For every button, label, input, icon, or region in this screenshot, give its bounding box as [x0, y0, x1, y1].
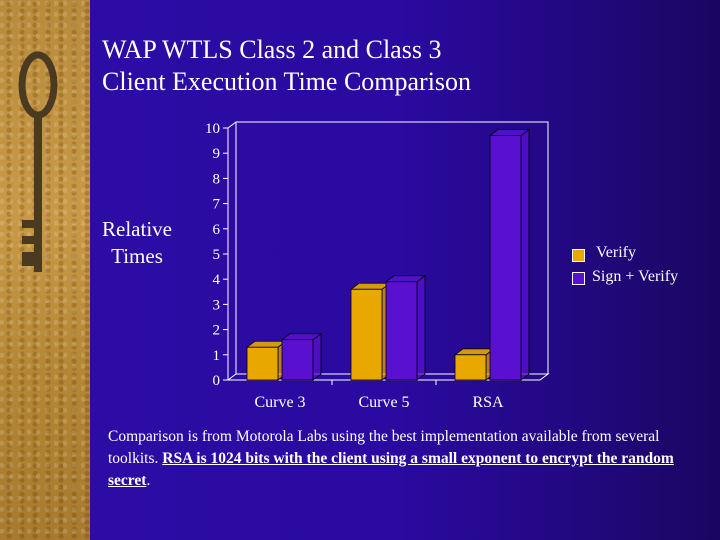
title-line-1: WAP WTLS Class 2 and Class 3 [102, 35, 442, 64]
footnote-text: Comparison is from Motorola Labs using t… [108, 428, 660, 467]
y-axis-top-edge [227, 121, 237, 129]
bar-signverify-curve-5 [385, 281, 418, 381]
footnote-period: . [146, 472, 151, 489]
y-tick-label: 10 [205, 121, 220, 137]
bar-side-signverify [520, 128, 530, 381]
y-tick-label: 1 [213, 348, 221, 364]
y-axis-label: Relative Times [92, 216, 182, 270]
y-tick-label: 8 [213, 171, 221, 187]
y-tick-label: 9 [213, 146, 221, 162]
slide-title: WAP WTLS Class 2 and Class 3 Client Exec… [102, 34, 662, 98]
footnote: Comparison is from Motorola Labs using t… [108, 426, 708, 492]
bar-verify-curve-5 [350, 288, 383, 381]
bar-signverify-curve-3 [281, 339, 314, 381]
y-tick-label: 0 [213, 373, 221, 389]
footnote-emphasis: RSA is 1024 bits with the client using a… [108, 450, 674, 489]
x-category-label: Curve 3 [254, 394, 305, 411]
bar-side-signverify [312, 332, 322, 381]
legend-label-verify: Verify [596, 244, 636, 261]
decorative-texture-strip [0, 0, 90, 540]
y-axis-label-line-1: Relative [102, 217, 172, 241]
bar-signverify-rsa [489, 135, 522, 381]
legend-swatch-verify [572, 249, 585, 262]
legend-swatch-sign-verify [572, 272, 585, 285]
y-tick-label: 6 [213, 222, 221, 238]
y-axis-label-line-2: Times [111, 244, 163, 268]
title-line-2: Client Execution Time Comparison [102, 67, 472, 96]
y-tick-label: 7 [213, 197, 221, 213]
x-category-label: Curve 5 [358, 394, 409, 411]
bar-verify-rsa [454, 354, 487, 381]
x-category-label: RSA [472, 394, 504, 411]
legend-label-sign-verify: Sign + Verify [592, 268, 679, 285]
bar-side-signverify [416, 274, 426, 381]
y-tick-label: 2 [213, 323, 221, 339]
key-icon [18, 51, 58, 272]
y-tick-label: 3 [213, 297, 221, 313]
bar-chart: 0 1 2 3 4 5 6 7 8 9 10 Curve 3 Curve 5 RSA [205, 121, 550, 411]
y-tick-label: 5 [213, 247, 221, 263]
y-tick-label: 4 [213, 272, 221, 288]
bar-verify-curve-3 [246, 346, 279, 381]
